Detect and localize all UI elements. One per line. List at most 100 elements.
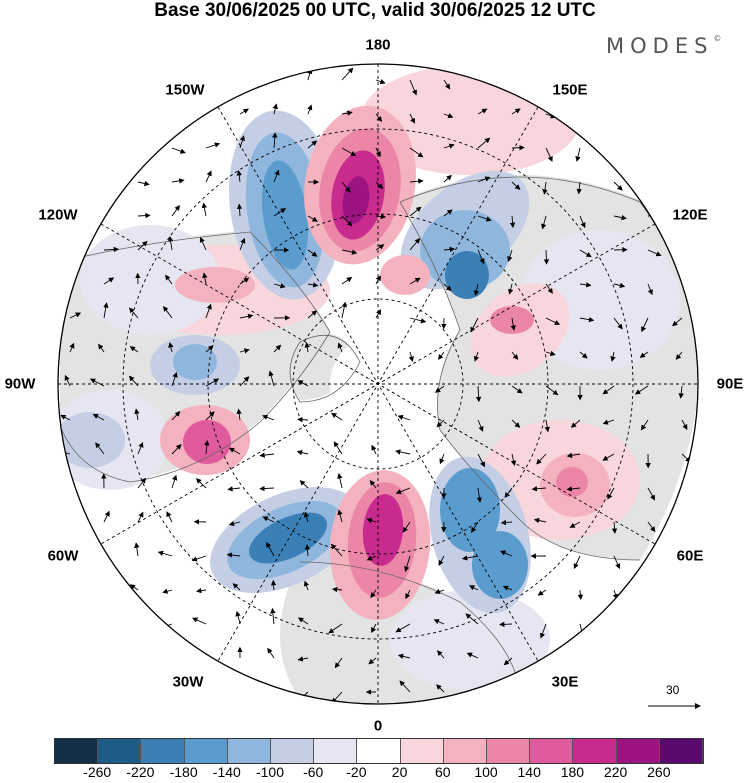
colorbar-tick-label: 140 bbox=[517, 764, 541, 780]
wind-vector bbox=[602, 453, 615, 461]
wind-vector bbox=[613, 214, 627, 221]
wind-vector bbox=[434, 385, 445, 393]
lon-label-150w: 150W bbox=[165, 81, 205, 99]
wind-vector bbox=[569, 521, 581, 528]
wind-vector bbox=[405, 589, 411, 600]
wind-vector bbox=[266, 542, 275, 557]
wind-vector bbox=[545, 147, 553, 162]
wind-vector bbox=[171, 371, 178, 387]
wind-vector bbox=[297, 380, 309, 387]
wind-vector bbox=[434, 588, 445, 595]
wind-vector bbox=[477, 419, 484, 432]
wind-vector bbox=[129, 346, 139, 353]
logo-copyright-mark: © bbox=[713, 34, 722, 43]
wind-vector bbox=[192, 617, 207, 625]
wind-vector bbox=[640, 419, 649, 431]
colorbar-tick-label: -140 bbox=[212, 764, 241, 780]
wind-vector bbox=[297, 416, 309, 423]
wind-vector bbox=[137, 441, 144, 455]
wind-vector bbox=[262, 516, 275, 523]
wind-vector bbox=[579, 249, 592, 258]
wind-vector bbox=[137, 240, 148, 251]
colorbar-swatch bbox=[98, 739, 142, 763]
wind-vector bbox=[134, 542, 140, 557]
wind-vector bbox=[511, 385, 523, 394]
wind-vector bbox=[368, 657, 377, 665]
wind-vector bbox=[545, 350, 556, 356]
wind-vector bbox=[395, 623, 411, 633]
wind-vector bbox=[191, 555, 207, 562]
wind-vector bbox=[89, 378, 105, 387]
wind-vector bbox=[330, 543, 343, 557]
wind-vector bbox=[337, 509, 343, 523]
wind-vector bbox=[475, 385, 482, 403]
wind-vector bbox=[69, 342, 75, 353]
colorbar-swatch bbox=[530, 739, 574, 763]
wind-vector bbox=[539, 623, 547, 639]
wind-vector bbox=[408, 351, 414, 362]
wind-vector bbox=[166, 511, 173, 523]
wind-vector bbox=[477, 215, 492, 222]
wind-vector bbox=[541, 215, 547, 230]
wind-vector bbox=[205, 345, 214, 353]
wind-vector bbox=[465, 613, 479, 625]
wind-vector bbox=[163, 305, 173, 319]
wind-vector bbox=[511, 108, 521, 115]
wind-vector bbox=[375, 147, 381, 157]
colorbar-swatch bbox=[314, 739, 358, 763]
wind-vector bbox=[473, 351, 479, 362]
wind-vector bbox=[681, 419, 688, 430]
wind-vector bbox=[471, 521, 479, 533]
wind-vector bbox=[477, 453, 485, 468]
lon-label-0: 0 bbox=[373, 717, 383, 735]
wind-vector bbox=[509, 215, 516, 229]
wind-vector bbox=[500, 519, 513, 526]
wind-vector bbox=[171, 411, 181, 421]
wind-vector bbox=[296, 449, 309, 456]
wind-vector bbox=[510, 453, 517, 467]
wind-vector bbox=[613, 317, 623, 330]
wind-vector bbox=[477, 249, 485, 265]
wind-vector bbox=[375, 309, 382, 319]
wind-vector bbox=[337, 473, 343, 489]
wind-vector bbox=[128, 375, 139, 387]
wind-vector bbox=[566, 486, 581, 492]
wind-vector bbox=[205, 378, 220, 387]
wind-vector bbox=[92, 413, 105, 421]
wind-vector bbox=[239, 313, 254, 319]
colorbar-tick-label: 260 bbox=[647, 764, 671, 780]
wind-vector bbox=[157, 550, 173, 557]
wind-vector bbox=[409, 79, 417, 96]
wind-vector bbox=[579, 316, 595, 323]
wind-vector bbox=[304, 342, 310, 353]
wind-vector bbox=[195, 478, 207, 489]
reference-vector-label: 30 bbox=[666, 683, 680, 697]
wind-vector bbox=[270, 607, 276, 625]
colorbar-tick-label: -260 bbox=[83, 764, 112, 780]
wind-vector bbox=[162, 588, 173, 594]
wind-vector bbox=[639, 351, 649, 358]
wind-vector bbox=[272, 103, 278, 115]
wind-vector bbox=[602, 385, 615, 395]
wind-vector bbox=[328, 623, 343, 634]
wind-vector bbox=[297, 656, 309, 662]
wind-vector bbox=[227, 486, 241, 492]
wind-vector bbox=[500, 550, 513, 557]
wind-vector bbox=[443, 283, 452, 292]
wind-vector bbox=[137, 180, 150, 187]
wind-vector bbox=[470, 317, 479, 333]
wind-vector bbox=[202, 272, 208, 285]
colorbar-swatch bbox=[400, 739, 444, 763]
wind-vector bbox=[409, 206, 422, 217]
wind-vector bbox=[137, 511, 144, 523]
colorbar-swatch bbox=[573, 739, 617, 763]
colorbar-swatch bbox=[227, 739, 272, 763]
wind-vector bbox=[504, 487, 513, 498]
colorbar-tick-label: 20 bbox=[391, 764, 408, 780]
wind-vector bbox=[469, 585, 479, 591]
wind-vector bbox=[331, 586, 343, 593]
wind-vector bbox=[235, 610, 241, 625]
wind-vector bbox=[477, 137, 491, 149]
wind-vector bbox=[259, 485, 275, 492]
wind-vector bbox=[443, 79, 451, 90]
